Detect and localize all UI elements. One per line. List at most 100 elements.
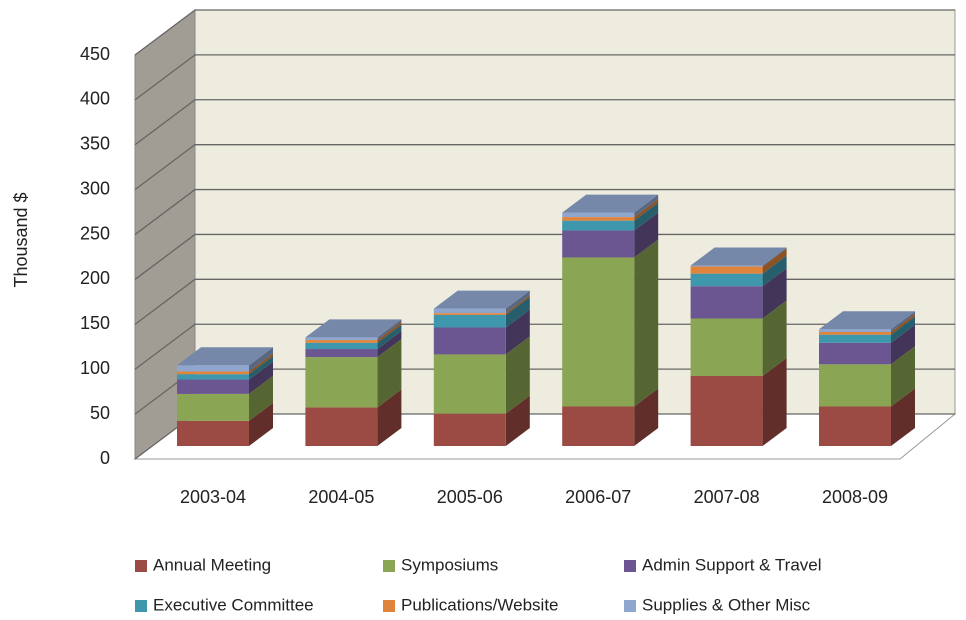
bar-top bbox=[177, 347, 273, 366]
grid-line bbox=[134, 99, 955, 146]
legend-swatch bbox=[383, 560, 395, 572]
bar-side bbox=[505, 296, 530, 328]
bar-side bbox=[634, 212, 659, 258]
bar-side bbox=[891, 388, 915, 446]
bar-segment bbox=[562, 257, 635, 407]
legend-swatch bbox=[135, 560, 147, 572]
grid-line bbox=[134, 9, 955, 56]
bar-side bbox=[249, 375, 273, 421]
bar-segment bbox=[433, 308, 506, 314]
bar-side bbox=[505, 395, 530, 446]
bar-segment bbox=[433, 354, 506, 414]
legend-label: Admin Support & Travel bbox=[642, 555, 822, 574]
bar-segment bbox=[690, 286, 763, 319]
bar-segment bbox=[819, 334, 891, 343]
bar-side bbox=[377, 331, 402, 358]
bar-side bbox=[634, 239, 659, 407]
bar-side bbox=[249, 353, 273, 375]
bar-segment bbox=[562, 220, 635, 231]
y-tick-label: 450 bbox=[80, 44, 110, 64]
bar-segment bbox=[305, 337, 378, 341]
legend-label: Executive Committee bbox=[153, 595, 314, 614]
grid-line bbox=[134, 233, 955, 280]
legend-label: Annual Meeting bbox=[153, 555, 271, 574]
bar-segment bbox=[819, 406, 891, 446]
bar-side bbox=[762, 300, 787, 376]
bar-side bbox=[634, 388, 659, 446]
legend-swatch bbox=[383, 600, 395, 612]
bar-side bbox=[762, 248, 787, 274]
grid-line bbox=[134, 188, 955, 236]
y-axis-label: Thousand $ bbox=[11, 192, 31, 287]
bar-side bbox=[249, 347, 273, 372]
y-tick-label: 300 bbox=[80, 178, 110, 198]
legend-label: Publications/Website bbox=[401, 595, 559, 614]
bar-side bbox=[249, 356, 273, 380]
bar-side bbox=[377, 389, 402, 446]
bar-top bbox=[690, 247, 787, 266]
bar-segment bbox=[305, 349, 378, 358]
bar-segment bbox=[433, 327, 506, 355]
bar-side bbox=[762, 268, 787, 319]
y-tick-label: 150 bbox=[80, 313, 110, 333]
bar-side bbox=[762, 357, 787, 446]
bar-side bbox=[891, 346, 915, 407]
bar-side bbox=[249, 402, 273, 446]
bar-segment bbox=[305, 342, 378, 350]
bar-segment bbox=[690, 273, 763, 287]
x-tick-label: 2007-08 bbox=[694, 487, 760, 507]
bar-side bbox=[377, 324, 402, 350]
legend-label: Symposiums bbox=[401, 555, 498, 574]
x-tick-label: 2005-06 bbox=[437, 487, 503, 507]
bar-segment bbox=[433, 314, 506, 328]
bar-top bbox=[562, 194, 659, 213]
y-tick-label: 50 bbox=[90, 403, 110, 423]
bar-segment bbox=[433, 413, 506, 446]
bar-top bbox=[433, 290, 530, 309]
grid-line bbox=[134, 54, 955, 101]
bar-side bbox=[377, 322, 402, 343]
bar-side bbox=[505, 336, 530, 414]
bar-segment bbox=[305, 340, 378, 343]
y-tick-label: 250 bbox=[80, 223, 110, 243]
bar-segment bbox=[177, 379, 249, 394]
bar-segment bbox=[305, 357, 378, 408]
bar-side bbox=[505, 295, 530, 315]
bar-side bbox=[249, 361, 273, 394]
y-tick-label: 200 bbox=[80, 268, 110, 288]
bar-side bbox=[891, 313, 915, 335]
bar-segment bbox=[819, 342, 891, 365]
bar-side bbox=[891, 316, 915, 343]
legend-swatch bbox=[624, 600, 636, 612]
bar-side bbox=[634, 194, 659, 218]
legend-swatch bbox=[135, 600, 147, 612]
bar-segment bbox=[177, 420, 249, 446]
bar-side bbox=[505, 290, 530, 314]
legend-swatch bbox=[624, 560, 636, 572]
bar-top bbox=[305, 319, 402, 338]
grid-line bbox=[134, 144, 955, 191]
bar-segment bbox=[305, 407, 378, 446]
legend-label: Supplies & Other Misc bbox=[642, 595, 811, 614]
bar-segment bbox=[562, 212, 635, 218]
bar-segment bbox=[177, 365, 249, 372]
bar-segment bbox=[690, 375, 763, 446]
bar-segment bbox=[177, 374, 249, 380]
x-tick-label: 2003-04 bbox=[180, 487, 246, 507]
bar-segment bbox=[690, 265, 763, 267]
bar-side bbox=[762, 255, 787, 287]
bar-side bbox=[634, 202, 659, 231]
bar-top bbox=[819, 311, 915, 330]
bar-side bbox=[377, 319, 402, 341]
y-tick-label: 100 bbox=[80, 358, 110, 378]
bar-side bbox=[377, 339, 402, 408]
bar-side bbox=[762, 247, 787, 267]
y-tick-label: 0 bbox=[100, 448, 110, 468]
x-tick-label: 2004-05 bbox=[308, 487, 374, 507]
bar-segment bbox=[177, 393, 249, 421]
bar-segment bbox=[819, 331, 891, 335]
bar-segment bbox=[562, 217, 635, 221]
bar-segment bbox=[690, 266, 763, 274]
y-tick-label: 350 bbox=[80, 134, 110, 154]
